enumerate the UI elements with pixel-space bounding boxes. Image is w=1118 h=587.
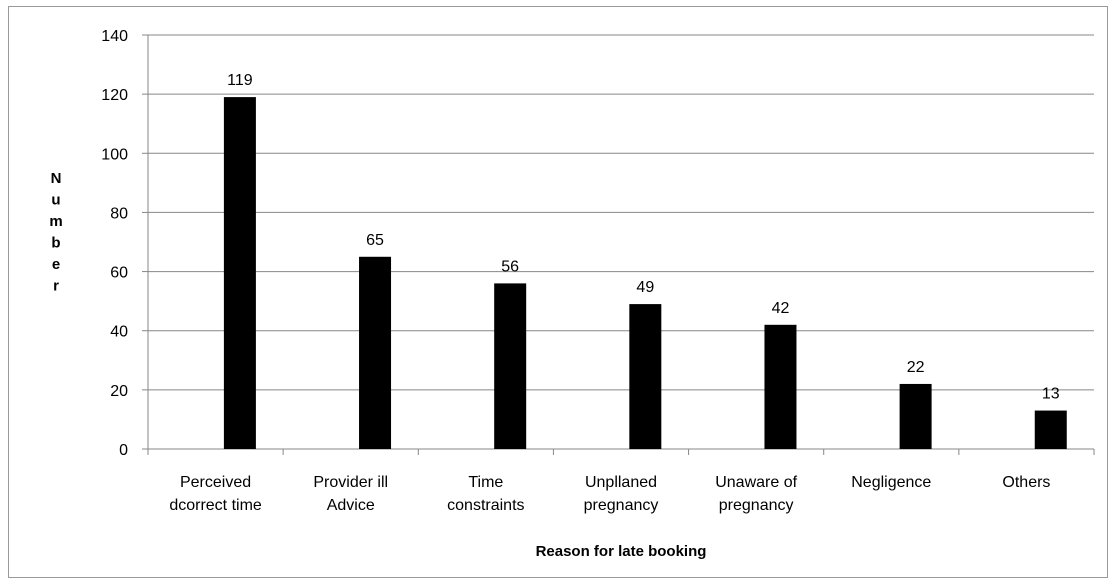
bar (494, 283, 527, 449)
y-tick-label: 120 (101, 87, 128, 104)
data-labels: 119 65 56 49 42 22 13 (227, 72, 1060, 402)
x-category-label: Time constraints (447, 474, 524, 514)
data-label: 65 (366, 232, 384, 249)
x-category-label: Unpllaned pregnancy (584, 474, 659, 514)
x-category-label: Perceived dcorrect time (169, 474, 262, 514)
x-category-label: Negligence (851, 474, 931, 491)
y-tick-label: 60 (110, 265, 128, 282)
data-label: 49 (636, 279, 654, 296)
x-category-label: Unaware of pregnancy (715, 474, 797, 514)
chart-frame (8, 6, 1108, 578)
data-label: 22 (907, 359, 925, 376)
bar (899, 383, 932, 449)
bar (359, 256, 392, 449)
x-category-label: Provider ill Advice (313, 474, 388, 514)
data-label: 119 (227, 72, 253, 89)
y-tick-label: 140 (101, 28, 128, 45)
y-tick-label: 80 (110, 205, 128, 222)
bar (629, 304, 662, 449)
bar (764, 324, 797, 449)
x-category-labels: Perceived dcorrect time Provider ill Advice… (169, 474, 1050, 514)
data-label: 42 (772, 300, 790, 317)
y-tick-label: 100 (101, 146, 128, 163)
bar (1034, 410, 1067, 449)
y-tick-label: 20 (110, 383, 128, 400)
gridlines (148, 34, 1094, 391)
y-tick-label: 40 (110, 324, 128, 341)
data-label: 13 (1042, 386, 1060, 403)
y-tick-label: 0 (119, 442, 128, 459)
axes (142, 34, 1095, 455)
x-axis-title: Reason for late booking (536, 543, 707, 560)
y-tick-labels: 0 20 40 60 80 100 120 140 (101, 28, 128, 459)
bar (223, 97, 256, 449)
bars (223, 97, 1067, 449)
data-label: 56 (501, 258, 519, 275)
x-category-label: Others (1002, 474, 1050, 491)
